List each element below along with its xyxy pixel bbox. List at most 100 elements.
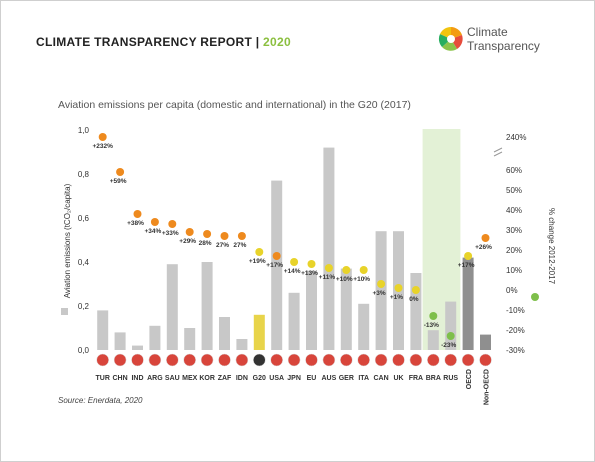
flag-icon-aus: [322, 353, 336, 367]
bar-fra: [410, 273, 422, 350]
category-label-jpn: JPN: [287, 375, 301, 382]
category-label-can: CAN: [374, 375, 389, 382]
bar-ind: [132, 345, 143, 350]
axis-break-mark: [493, 147, 503, 153]
y2-tick-label: 30%: [506, 226, 522, 235]
bar-zaf: [219, 317, 230, 350]
flag-icon-sau: [166, 353, 179, 367]
flag-icon-ger: [340, 353, 353, 367]
change-point-g20: [255, 248, 264, 256]
flag-icon-chn: [113, 353, 127, 367]
flag-icon-kor: [200, 353, 214, 367]
change-point-bra: [429, 312, 438, 320]
category-label-sau: SAU: [165, 375, 180, 382]
change-point-arg: [150, 218, 159, 226]
flag-icon-can: [374, 353, 388, 367]
change-point-zaf: [220, 232, 229, 240]
change-label-zaf: 27%: [216, 242, 229, 249]
category-label-ind: IND: [131, 375, 143, 382]
bar-non-oecd: [480, 334, 491, 350]
change-point-kor: [203, 230, 212, 238]
flag-icon-rus: [444, 353, 457, 367]
flag-icon-idn: [235, 353, 249, 367]
category-label-idn: IDN: [236, 375, 248, 382]
category-label-tur: TUR: [96, 375, 110, 382]
change-point-rus: [446, 332, 455, 340]
change-label-oecd: +17%: [458, 262, 475, 269]
bar-bra: [427, 330, 439, 350]
logo-wordmark: Climate Transparency: [467, 25, 540, 53]
change-point-usa: [272, 252, 281, 260]
report-title-text: CLIMATE TRANSPARENCY REPORT |: [36, 35, 260, 49]
change-point-idn: [237, 232, 246, 240]
y-tick-label: 0,0: [78, 346, 90, 355]
source-note: Source: Enerdata, 2020: [58, 396, 143, 405]
change-point-eu: [307, 260, 316, 268]
change-point-sau: [168, 220, 177, 228]
category-label-usa: USA: [269, 375, 284, 382]
flag-icon-tur: [96, 353, 109, 367]
change-label-chn: +59%: [110, 178, 127, 185]
change-point-tur: [98, 133, 107, 141]
change-point-chn: [116, 168, 125, 176]
bar-g20: [253, 314, 265, 350]
category-label-mex: MEX: [182, 375, 198, 382]
change-point-oecd: [464, 252, 473, 260]
flag-icon-eu: [305, 353, 318, 367]
bar-can: [375, 231, 387, 350]
bar-kor: [201, 262, 213, 350]
flag-icon-oecd: [461, 353, 475, 367]
category-label-aus: AUS: [322, 375, 337, 382]
flag-icon-ita: [357, 353, 370, 367]
climate-transparency-logo: [438, 26, 463, 51]
change-label-aus: +11%: [319, 274, 336, 281]
change-label-ger: +10%: [336, 276, 353, 283]
flag-icon-usa: [270, 353, 283, 367]
change-label-arg: +34%: [144, 228, 161, 235]
change-label-mex: +29%: [179, 238, 196, 245]
change-point-ger: [342, 266, 351, 274]
y2-tick-label: 50%: [506, 186, 522, 195]
flag-icon-bra: [427, 353, 440, 367]
y2-tick-label: 40%: [506, 206, 522, 215]
y-tick-label: 0,6: [78, 214, 90, 223]
change-label-g20: +19%: [249, 258, 266, 265]
change-point-ita: [359, 266, 368, 274]
change-label-ita: +10%: [353, 276, 370, 283]
y-tick-label: 0,8: [78, 170, 90, 179]
change-point-fra: [411, 286, 420, 294]
y2-tick-label: 20%: [506, 246, 522, 255]
category-label-zaf: ZAF: [218, 375, 232, 382]
flag-icon-ind: [131, 353, 144, 367]
change-label-fra: 0%: [409, 296, 419, 303]
change-point-jpn: [290, 258, 299, 266]
change-label-can: +3%: [372, 290, 385, 297]
bar-jpn: [288, 292, 300, 350]
change-label-ind: +38%: [127, 220, 144, 227]
change-label-uk: +1%: [390, 294, 403, 301]
flag-icon-non-oecd: [479, 353, 492, 367]
change-point-can: [377, 280, 386, 288]
logo-line-1: Climate: [467, 25, 508, 39]
change-point-ind: [133, 210, 142, 218]
report-title: CLIMATE TRANSPARENCY REPORT | 2020: [36, 35, 291, 49]
bar-idn: [236, 339, 248, 350]
change-label-jpn: +14%: [284, 268, 301, 275]
bar-ita: [358, 303, 370, 350]
bar-tur: [97, 310, 109, 350]
flag-icon-arg: [148, 353, 162, 367]
y2-tick-label: -30%: [506, 346, 525, 355]
category-label-ger: GER: [339, 375, 354, 382]
change-label-non-oecd: +26%: [475, 244, 492, 251]
category-label-ita: ITA: [358, 375, 369, 382]
y2-tick-label: 60%: [506, 166, 522, 175]
change-point-aus: [324, 264, 333, 272]
category-label-bra: BRA: [426, 375, 441, 382]
bar-aus: [323, 147, 335, 350]
y2-tick-label: 0%: [506, 286, 518, 295]
category-label-eu: EU: [307, 375, 317, 382]
y2-tick-label: 10%: [506, 266, 522, 275]
logo-line-2: Transparency: [467, 39, 540, 53]
category-label-g20: G20: [253, 375, 266, 382]
